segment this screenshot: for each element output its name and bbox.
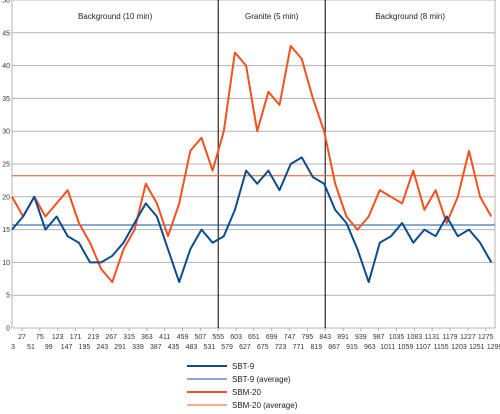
x-tick-label: 747	[284, 334, 296, 341]
x-tick-label: 1083	[407, 334, 423, 341]
x-tick-label: 1299	[487, 344, 500, 351]
y-axis: 0 5 10 15 20 25 30 35 40 45 50	[2, 0, 10, 333]
x-tick-label: 723	[275, 344, 287, 351]
y-tick-label: 40	[2, 63, 10, 70]
x-tick-label: 27	[18, 334, 26, 341]
x-tick-label: 315	[123, 334, 135, 341]
x-tick-label: 867	[328, 344, 340, 351]
x-tick-label: 939	[355, 334, 367, 341]
x-tick-label: 555	[212, 334, 224, 341]
x-axis: 27 75 123 171 219 267 315 363 411 459 507 555 603 651…	[11, 328, 500, 351]
x-tick-label: 819	[310, 344, 322, 351]
x-tick-label: 795	[302, 334, 314, 341]
x-tick-label: 1275	[478, 334, 494, 341]
x-tick-label: 891	[337, 334, 349, 341]
x-tick-label: 675	[257, 344, 269, 351]
series-line	[11, 156, 493, 284]
x-tick-label: 363	[141, 334, 153, 341]
x-tick-label: 339	[132, 344, 144, 351]
x-tick-label: 387	[150, 344, 162, 351]
y-tick-label: 15	[2, 227, 10, 234]
x-tick-label: 171	[70, 334, 82, 341]
x-tick-label: 843	[319, 334, 331, 341]
x-tick-label: 531	[203, 344, 215, 351]
x-tick-label: 195	[79, 344, 91, 351]
x-tick-label: 459	[177, 334, 189, 341]
x-tick-label: 651	[248, 334, 260, 341]
section-label: Background (8 min)	[375, 12, 445, 21]
x-tick-label: 699	[266, 334, 278, 341]
x-tick-label: 51	[27, 344, 35, 351]
x-tick-label: 963	[364, 344, 376, 351]
x-tick-label: 1227	[460, 334, 476, 341]
x-tick-label: 147	[61, 344, 73, 351]
section-label: Granite (5 min)	[245, 12, 299, 21]
legend-label: SBT-9	[232, 362, 255, 371]
x-tick-label: 99	[45, 344, 53, 351]
x-tick-label: 75	[36, 334, 44, 341]
legend-label: SBM-20 (average)	[232, 401, 298, 410]
x-tick-label: 987	[373, 334, 385, 341]
x-tick-label: 3	[11, 344, 15, 351]
x-tick-label: 1131	[425, 334, 440, 341]
x-tick-label: 1203	[451, 344, 467, 351]
x-tick-label: 507	[195, 334, 207, 341]
y-tick-label: 25	[2, 162, 10, 169]
y-tick-label: 5	[6, 293, 10, 300]
x-tick-label: 603	[230, 334, 242, 341]
x-tick-label: 771	[293, 344, 305, 351]
x-tick-label: 1011	[380, 344, 395, 351]
x-tick-label: 435	[168, 344, 180, 351]
section-dividers	[217, 0, 326, 328]
x-tick-label: 915	[346, 344, 358, 351]
y-tick-label: 10	[2, 260, 10, 267]
x-tick-label: 1155	[434, 344, 449, 351]
legend-label: SBM-20	[232, 388, 261, 397]
y-tick-label: 35	[2, 96, 10, 103]
section-labels: Background (10 min) Granite (5 min) Backgr…	[78, 12, 445, 21]
x-tick-label: 123	[52, 334, 64, 341]
x-tick-label: 579	[221, 344, 233, 351]
x-tick-label: 243	[96, 344, 108, 351]
section-label: Background (10 min)	[78, 12, 153, 21]
x-tick-label: 291	[114, 344, 126, 351]
x-tick-label: 1251	[469, 344, 485, 351]
legend: SBT-9 SBT-9 (average) SBM-20 SBM-20 (averag…	[187, 362, 298, 410]
legend-label: SBT-9 (average)	[232, 375, 291, 384]
y-tick-label: 45	[2, 30, 10, 37]
x-tick-label: 627	[239, 344, 251, 351]
x-tick-label: 1107	[416, 344, 431, 351]
x-tick-label: 267	[105, 334, 117, 341]
x-tick-label: 411	[159, 334, 170, 341]
y-tick-label: 0	[6, 326, 10, 333]
series-lines	[11, 44, 495, 284]
x-tick-label: 483	[186, 344, 198, 351]
series-line	[11, 44, 493, 284]
x-tick-label: 1179	[443, 334, 458, 341]
x-tick-label: 219	[88, 334, 100, 341]
x-tick-label: 1035	[389, 334, 405, 341]
x-tick-label: 1059	[398, 344, 414, 351]
y-tick-label: 30	[2, 129, 10, 136]
y-tick-label: 20	[2, 194, 10, 201]
y-tick-label: 50	[2, 0, 10, 5]
